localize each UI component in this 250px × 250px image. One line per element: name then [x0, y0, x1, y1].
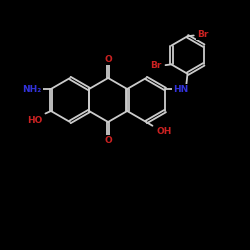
Text: Br: Br — [197, 30, 208, 40]
Text: HN: HN — [173, 84, 188, 94]
Text: O: O — [104, 136, 112, 145]
Text: Br: Br — [150, 61, 162, 70]
Text: NH₂: NH₂ — [22, 84, 42, 94]
Text: HO: HO — [27, 116, 42, 126]
Text: OH: OH — [156, 128, 172, 136]
Text: O: O — [104, 55, 112, 64]
